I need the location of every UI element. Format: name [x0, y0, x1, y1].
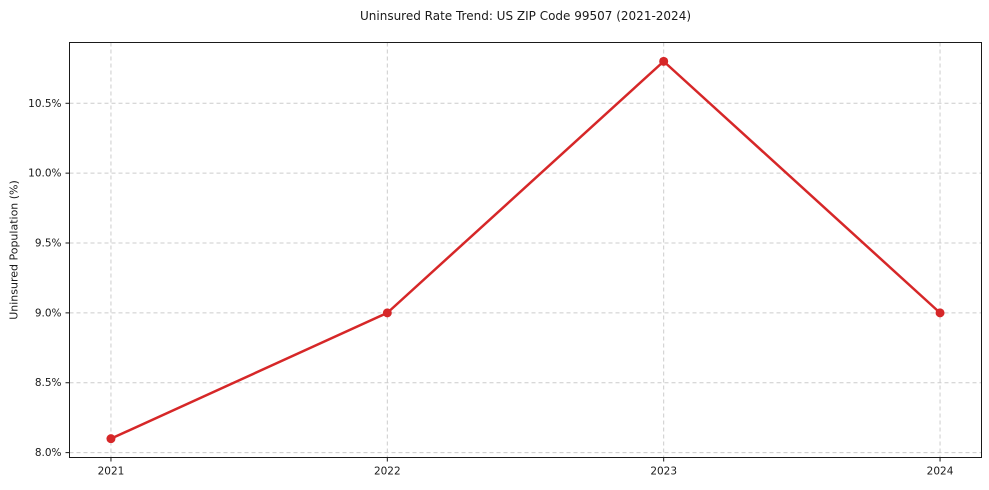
data-point — [659, 56, 669, 66]
data-point — [935, 308, 945, 318]
x-tick-label: 2024 — [927, 466, 954, 478]
y-tick-label: 10.0% — [28, 168, 61, 180]
x-tick-label: 2023 — [650, 466, 677, 478]
trend-line — [109, 60, 942, 440]
chart-title: Uninsured Rate Trend: US ZIP Code 99507 … — [359, 9, 692, 23]
data-point — [382, 308, 392, 318]
data-point — [106, 434, 116, 444]
x-tick-label: 2022 — [374, 466, 401, 478]
y-tick-label: 9.0% — [35, 307, 62, 319]
y-tick-label: 8.0% — [35, 447, 62, 459]
y-tick-label: 9.5% — [35, 238, 62, 250]
y-tick-label: 10.5% — [28, 98, 61, 110]
y-tick-label: 8.5% — [35, 377, 62, 389]
plot-border — [69, 42, 982, 458]
x-tick-label: 2021 — [98, 466, 125, 478]
